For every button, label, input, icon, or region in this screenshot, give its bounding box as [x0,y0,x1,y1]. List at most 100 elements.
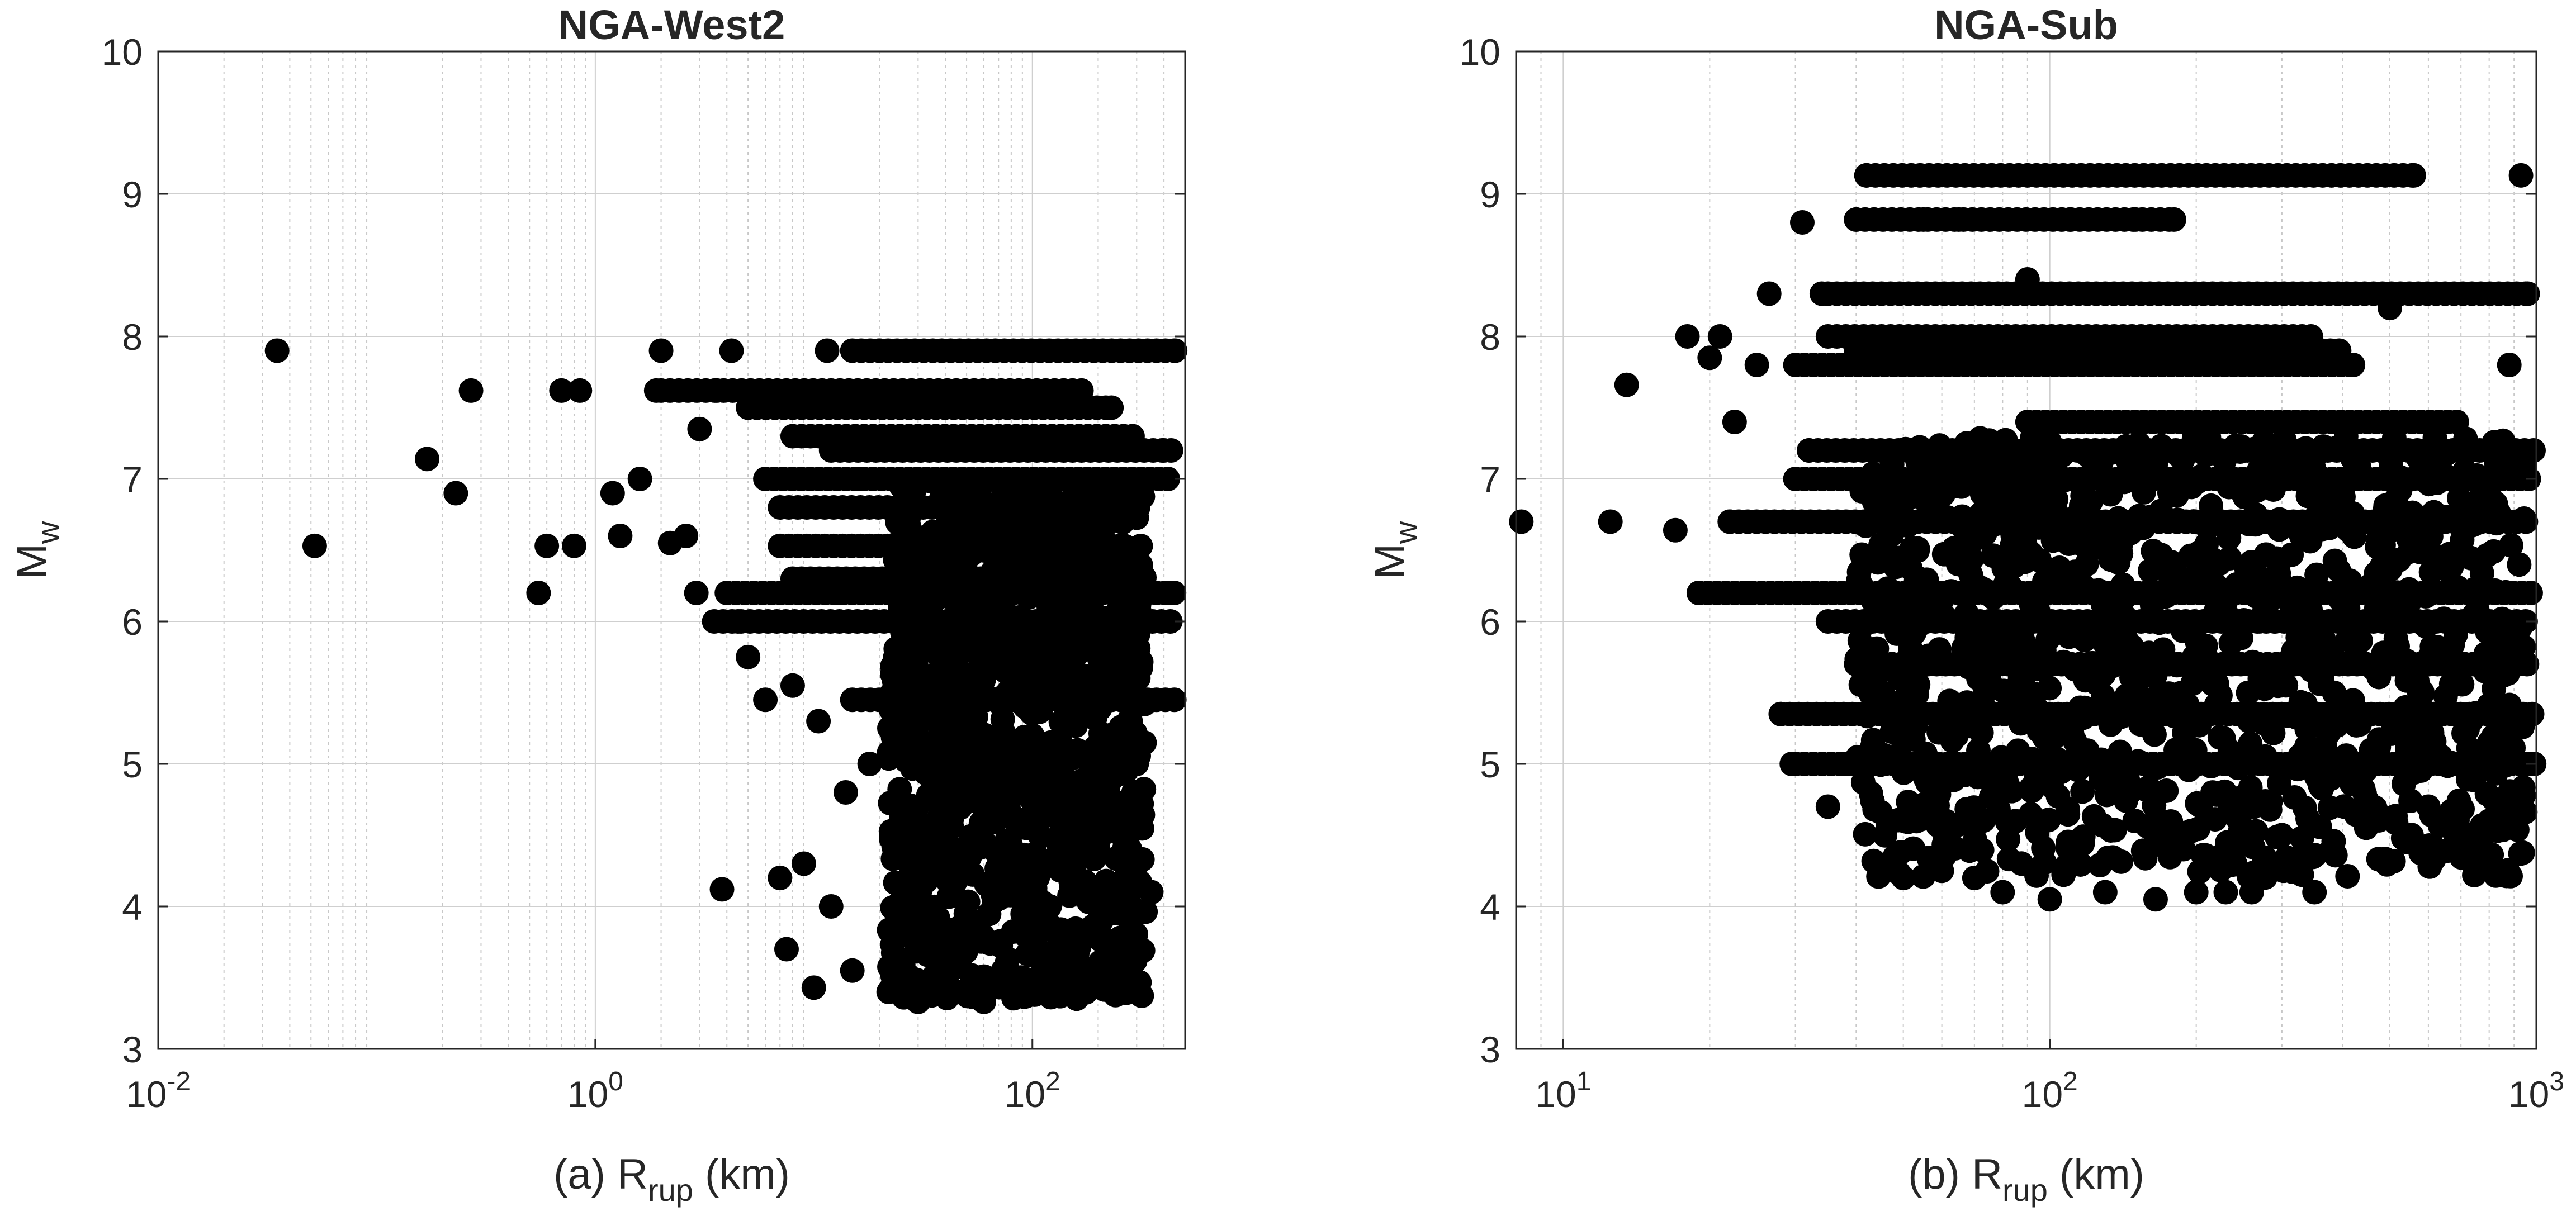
y-axis-label-west2: Mw [8,521,65,579]
data-point [1071,801,1096,827]
data-point [2182,738,2208,763]
data-point [954,739,979,764]
data-point [2090,813,2115,838]
data-point [2131,479,2156,505]
data-point [2233,796,2258,821]
data-point [1997,678,2022,704]
data-point [2071,824,2096,849]
y-tick-label: 9 [1480,174,1500,215]
data-point [2279,593,2304,618]
data-point [1614,372,1639,397]
data-point [2092,880,2118,905]
data-point [1002,644,1027,669]
data-point [2004,519,2029,544]
y-tick-label: 7 [122,459,143,500]
data-point [1130,847,1155,872]
data-point [2059,720,2085,745]
data-point [2027,548,2052,573]
y-tick-label: 9 [122,174,143,215]
data-point [879,681,905,706]
data-point [978,540,1003,565]
data-point [899,534,925,559]
x-axis-label-west2: (a) Rrup (km) [553,1151,790,1208]
data-point [1039,619,1064,644]
data-point [2264,824,2289,849]
data-point [2106,506,2131,531]
data-point [1973,578,1998,603]
data-point [973,592,998,618]
data-point [1911,864,1936,889]
data-point [2203,600,2228,625]
data-point [1088,721,1113,746]
data-point [1017,815,1042,840]
data-point [1722,410,1747,434]
data-point [2405,445,2431,470]
data-point [2512,452,2537,477]
data-point [2154,778,2179,803]
data-point [1065,941,1090,966]
data-point [1158,438,1183,463]
data-point [1110,500,1135,525]
data-point [905,621,930,647]
data-point [2324,713,2350,738]
data-point [2095,846,2120,871]
x-tick-label: 102 [1005,1067,1060,1115]
data-point [913,869,939,894]
data-point [900,653,925,678]
data-point [2321,502,2346,528]
x-tick-label: 103 [2508,1067,2564,1115]
data-point [2507,552,2532,577]
data-point [1855,704,1880,729]
data-point [1875,576,1900,601]
data-point [2010,627,2035,652]
data-point [2406,702,2431,727]
data-point [1022,982,1047,1007]
data-point [264,338,290,363]
data-point [939,929,964,954]
data-point [1162,687,1187,713]
data-point [1849,479,1874,504]
data-point [1930,463,1955,488]
data-point [2225,624,2251,649]
data-point [1744,353,1769,377]
data-point [2165,507,2190,533]
data-point [1951,635,1976,661]
data-point [1055,587,1080,612]
data-point [2029,495,2054,520]
data-point [960,862,985,887]
data-point [1098,768,1123,793]
data-point [2459,545,2484,571]
data-point [561,533,586,558]
data-point [443,481,468,506]
data-point [1913,766,1938,791]
data-point [1098,799,1123,824]
data-point [2446,789,2471,814]
data-point [567,378,593,403]
data-point [768,866,793,890]
data-point [2394,829,2419,854]
data-point [1815,794,1840,819]
x-tick-label: 102 [2022,1067,2078,1115]
data-point [648,338,674,363]
data-point [840,958,865,983]
y-tick-label: 3 [1480,1029,1500,1070]
plot-frame-west2 [157,50,1186,1050]
data-point [1995,809,2020,834]
data-point [2289,523,2314,548]
data-point [2335,863,2360,889]
data-point [2138,658,2163,683]
data-point [2322,680,2347,705]
data-point [2457,823,2482,848]
data-point [2116,449,2141,474]
data-point [1093,395,1119,420]
x-tick-label: 100 [567,1067,623,1115]
data-point [982,653,1007,678]
data-point [1966,738,1991,763]
data-point [2265,511,2290,536]
data-point [991,557,1016,582]
data-point [2438,751,2464,776]
data-point [818,894,844,919]
data-point [1048,467,1073,492]
data-point [2220,843,2245,868]
data-point [1789,210,1815,235]
